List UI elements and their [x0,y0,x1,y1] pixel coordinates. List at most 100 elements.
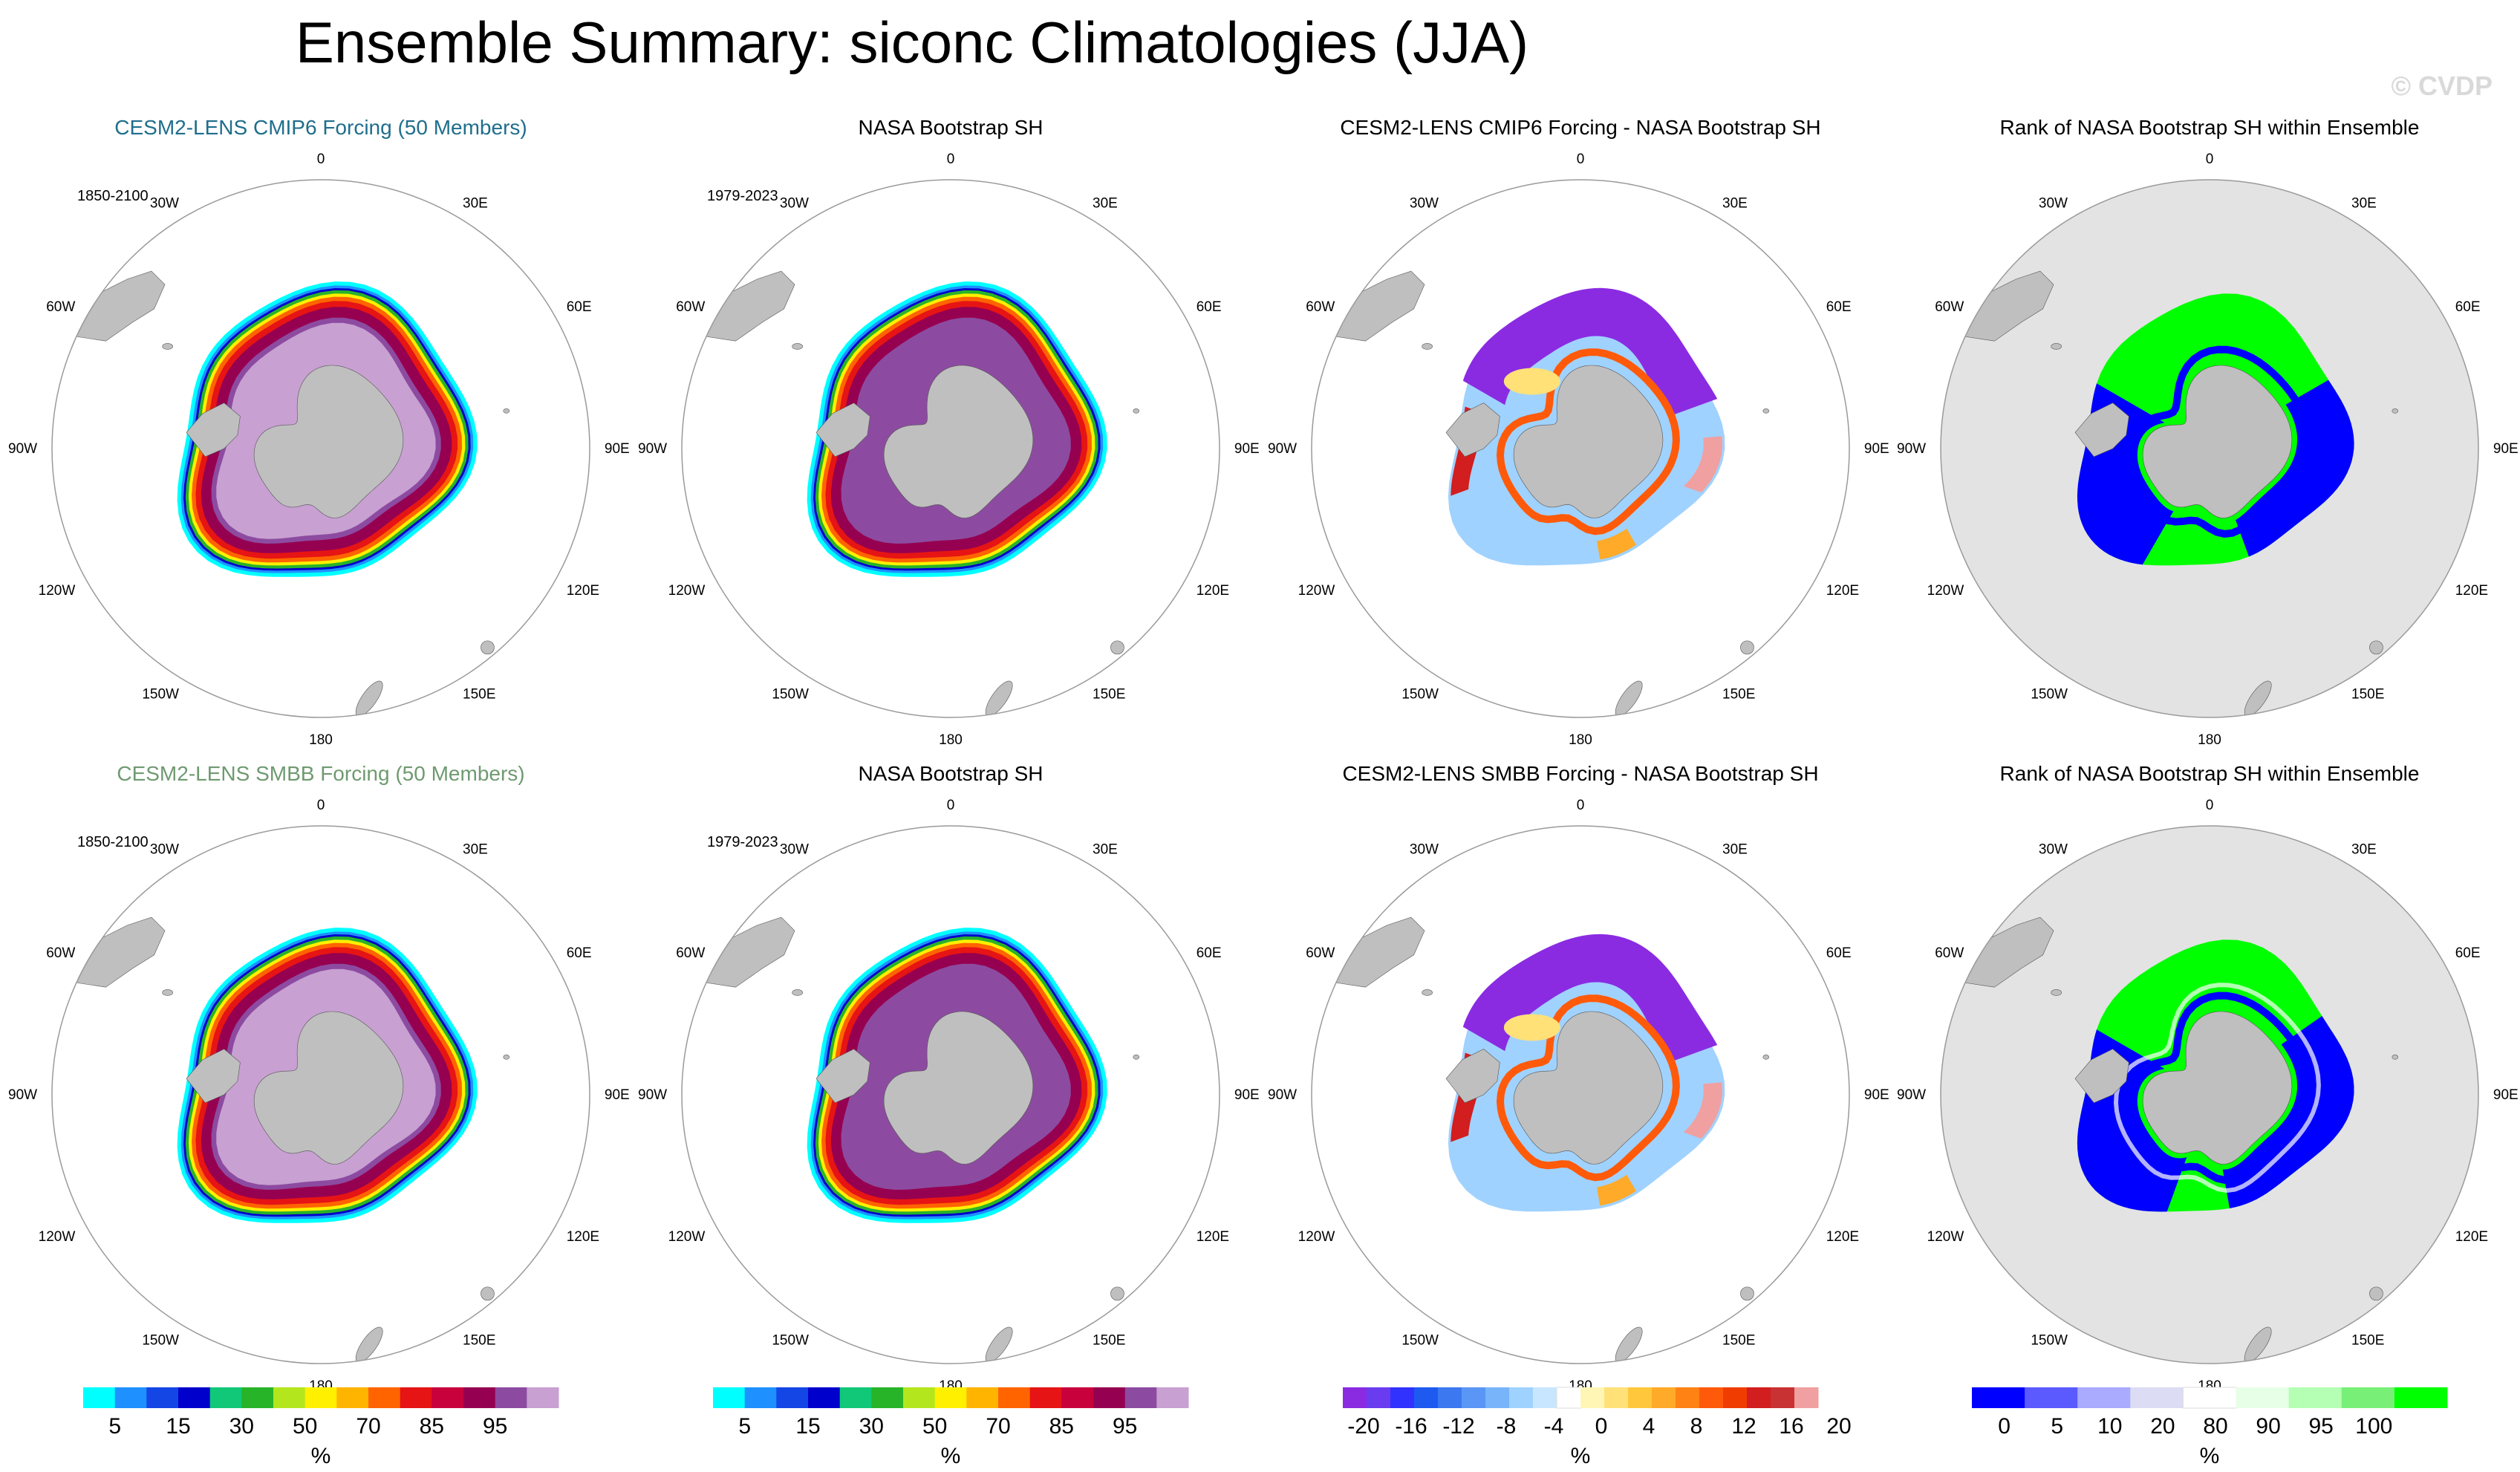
rank-colorbar: 0 5 10 20 80 90 95 100% [1972,1387,2448,1468]
panel-title: CESM2-LENS CMIP6 Forcing (50 Members) [114,116,527,139]
panel-title: CESM2-LENS SMBB Forcing (50 Members) [117,762,524,785]
diff-positive-patch [1596,1174,1636,1206]
colorbar-box [934,1387,967,1408]
map-panels: CESM2-LENS CMIP6 Forcing (50 Members) 0 30… [8,116,2519,1394]
colorbar-box [1972,1387,2025,1408]
longitude-label: 0 [1577,798,1585,813]
colorbar-tick-label: 70 [356,1414,380,1439]
colorbar-tick-label: 16 [1779,1414,1803,1439]
longitude-label: 60E [1826,945,1852,961]
longitude-label: 120E [1826,583,1859,599]
colorbar-tick-label: 95 [483,1414,507,1439]
longitude-label: 180 [1569,732,1592,748]
longitude-label: 0 [317,152,325,167]
colorbar-box [1390,1387,1415,1408]
map-field [52,826,590,1364]
longitude-label: 150E [1093,1333,1125,1349]
panel-title: CESM2-LENS SMBB Forcing - NASA Bootstrap… [1342,762,1818,785]
colorbar-box [432,1387,464,1408]
falkland-islands [2051,989,2062,996]
period-label: 1850-2100 [77,834,149,850]
antarctic-peninsula [2074,403,2129,457]
longitude-label: 0 [2206,798,2214,813]
colorbar-box [2130,1387,2184,1408]
map-field [1941,180,2478,717]
longitude-label: 30W [1410,841,1439,857]
tasmania [1110,640,1124,655]
colorbar-box [1747,1387,1771,1408]
diff-positive-coastal-band [1496,994,1680,1182]
longitude-label: 90W [8,441,37,457]
kerguelen-island [1762,408,1770,414]
colorbar-box [1556,1387,1581,1409]
longitude-label: 30W [150,195,179,211]
colorbar-tick-label: 85 [1049,1414,1074,1439]
colorbar-box [1414,1387,1439,1408]
longitude-label: 90E [1864,1087,1889,1103]
antarctic-peninsula [1445,403,1500,457]
map-panel-1-3: CESM2-LENS CMIP6 Forcing - NASA Bootstra… [1268,116,1889,748]
longitude-label: 90E [2493,1087,2519,1103]
conc-colorbar-2: 5 15 30 50 70 85 95% [713,1387,1189,1468]
colorbar-box [839,1387,872,1408]
map-field [52,180,590,717]
kerguelen-island [2392,408,2399,414]
longitude-label: 30W [780,195,809,211]
map-panel-2-1: CESM2-LENS SMBB Forcing (50 Members) 0 30E… [8,762,630,1394]
colorbar-tick-label: 30 [859,1414,884,1439]
longitude-label: 60W [676,299,705,315]
map-field [682,180,1220,717]
longitude-label: 120E [2455,1229,2488,1245]
diff-weddell-patch [1503,368,1560,395]
colorbar-box [1093,1387,1126,1408]
map-panel-2-3: CESM2-LENS SMBB Forcing - NASA Bootstrap… [1268,762,1889,1394]
colorbar-box [1676,1387,1700,1408]
colorbar-tick-label: -8 [1497,1414,1517,1439]
longitude-label: 120W [668,583,706,599]
longitude-label: 150W [1401,1333,1439,1349]
colorbar-box [273,1387,306,1408]
longitude-label: 0 [2206,152,2214,167]
longitude-label: 120W [1298,1229,1335,1245]
longitude-label: 30W [2039,195,2068,211]
panel-title: Rank of NASA Bootstrap SH within Ensembl… [2000,762,2420,785]
map-border [51,179,590,718]
longitude-label: 150E [463,687,495,703]
map-field [1312,180,1849,717]
colorbar-box [871,1387,904,1408]
longitude-label: 60W [1306,299,1335,315]
colorbar-box [1652,1387,1676,1408]
colorbar-box [1628,1387,1653,1408]
colorbar-box [744,1387,777,1408]
kerguelen-island [2392,1055,2399,1060]
longitude-label: 30E [2351,841,2377,857]
longitude-label: 150E [2351,1333,2384,1349]
tasmania [481,640,495,655]
rank-low-coastal-ring [2123,345,2312,538]
colorbar-box [808,1387,841,1408]
colorbar-box [463,1387,496,1408]
longitude-label: 120W [39,583,76,599]
longitude-label: 90E [1234,1087,1260,1103]
antarctica-land [1513,1011,1664,1165]
map-field [682,826,1220,1364]
antarctica-land [1513,365,1664,518]
longitude-label: 30W [2039,841,2068,857]
colorbar-tick-label: -16 [1395,1414,1427,1439]
falkland-islands [1422,343,1433,350]
longitude-label: 90W [1268,1087,1297,1103]
kerguelen-island [503,408,510,414]
colorbar-box [2288,1387,2342,1408]
colorbar-box [1604,1387,1629,1408]
panel-title: CESM2-LENS CMIP6 Forcing - NASA Bootstra… [1340,116,1820,139]
longitude-label: 120E [567,583,599,599]
longitude-label: 30W [150,841,179,857]
longitude-label: 60E [567,299,592,315]
longitude-label: 60E [567,945,592,961]
tasmania [1740,1286,1754,1301]
colorbar-box [1771,1387,1795,1408]
colorbar-tick-label: 12 [1731,1414,1756,1439]
colorbar-box [966,1387,999,1408]
falkland-islands [2051,343,2062,350]
